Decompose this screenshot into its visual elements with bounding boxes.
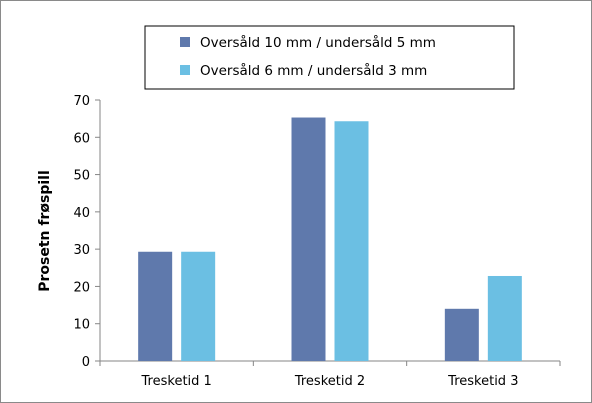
bar-s2-2	[334, 121, 369, 361]
bar-s2-3	[487, 275, 522, 361]
x-tick-label: Tresketid 3	[447, 374, 518, 389]
bar-s1-3	[444, 308, 479, 361]
x-axis: Tresketid 1 Tresketid 2 Tresketid 3	[99, 360, 561, 389]
legend-label-1: Oversåld 10 mm / undersåld 5 mm	[200, 34, 436, 51]
x-tick-label: Tresketid 2	[294, 374, 365, 389]
bar-s1-2	[291, 117, 326, 361]
y-tick-label: 40	[73, 206, 90, 221]
y-tick-label: 10	[73, 318, 90, 333]
legend: Oversåld 10 mm / undersåld 5 mm Oversåld …	[180, 34, 436, 79]
bar-s1-1	[138, 251, 173, 361]
x-tick-label: Tresketid 1	[141, 374, 212, 389]
y-tick-label: 20	[73, 280, 90, 295]
legend-swatch-1	[180, 37, 190, 47]
y-tick-label: 30	[73, 243, 90, 258]
y-axis-title: Prosetn frøspill	[37, 170, 53, 292]
legend-swatch-2	[180, 65, 190, 75]
y-tick-label: 0	[82, 355, 90, 370]
legend-label-2: Oversåld 6 mm / undersåld 3 mm	[200, 62, 427, 79]
legend-box	[144, 25, 515, 90]
y-tick-label: 60	[73, 131, 90, 146]
bars	[138, 117, 522, 361]
y-tick-label: 50	[73, 169, 90, 184]
y-axis: 0 10 20 30 40 50 60 70	[73, 94, 101, 370]
bar-s2-1	[181, 251, 216, 361]
y-tick-label: 70	[73, 94, 90, 109]
